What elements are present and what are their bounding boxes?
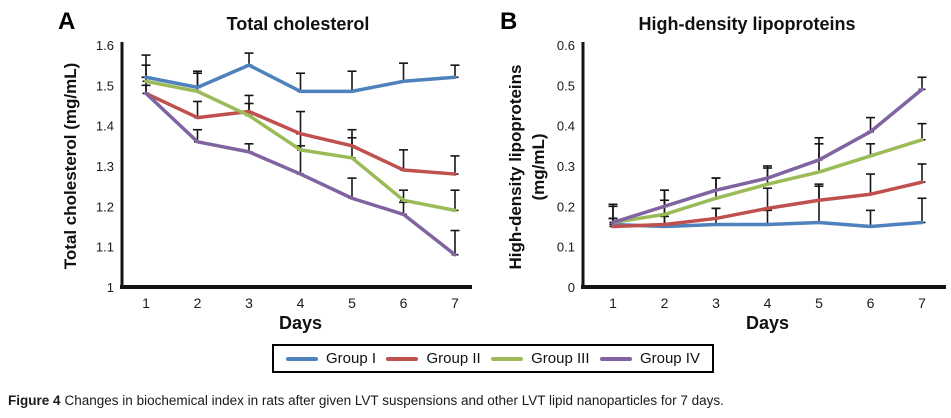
x-tick-label: 5 — [815, 295, 823, 311]
legend-item-label: Group III — [531, 350, 590, 367]
chart-total-cholesterol: Total cholesterol Total cholesterol (mg/m… — [61, 14, 472, 333]
chart-high-density-lipoproteins: High-density lipoproteins High-density li… — [506, 14, 946, 333]
x-tick-label: 3 — [712, 295, 720, 311]
caption-text: Changes in biochemical index in rats aft… — [64, 393, 724, 408]
x-tick-label: 6 — [400, 295, 408, 311]
y-tick-label: 0.5 — [557, 78, 575, 93]
y-axis-label: (mg/mL) — [529, 133, 548, 200]
legend-item-group-i: Group I — [286, 350, 376, 367]
chart-title: Total cholesterol — [227, 14, 370, 34]
legend-item-group-iii: Group III — [491, 350, 590, 367]
y-axis-label: Total cholesterol (mg/mL) — [61, 63, 80, 270]
y-axis-label: High-density lipoproteins — [506, 65, 525, 270]
figure-caption: Figure 4 Changes in biochemical index in … — [8, 393, 724, 408]
x-tick-label: 3 — [245, 295, 253, 311]
series-line-group-iv — [611, 87, 924, 225]
x-tick-label: 1 — [609, 295, 617, 311]
x-tick-label: 7 — [918, 295, 926, 311]
series-line-group-ii — [144, 91, 457, 176]
caption-figure-number: Figure 4 — [8, 393, 61, 408]
y-tick-label: 0.1 — [557, 240, 575, 255]
x-axis-label: Days — [279, 313, 322, 333]
panel-a-label: A — [58, 8, 76, 35]
x-tick-label: 1 — [142, 295, 150, 311]
legend-item-label: Group IV — [639, 350, 700, 367]
x-tick-label: 7 — [451, 295, 459, 311]
y-tick-label: 1.6 — [96, 38, 114, 53]
series-line-group-i — [144, 63, 457, 94]
x-tick-label: 2 — [194, 295, 202, 311]
legend-line-swatch-group-iv — [599, 356, 632, 361]
series-line-group-i — [611, 220, 924, 229]
y-tick-label: 1.3 — [96, 159, 114, 174]
y-tick-label: 0.2 — [557, 199, 575, 214]
legend-line-swatch-group-ii — [386, 356, 419, 361]
panel-b-label: B — [500, 8, 518, 35]
series-line-group-iii — [611, 138, 924, 225]
y-tick-label: 0.3 — [557, 159, 575, 174]
y-tick-label: 0.4 — [557, 119, 575, 134]
chart-title: High-density lipoproteins — [638, 14, 855, 34]
legend-line-swatch-group-i — [286, 356, 318, 361]
y-tick-label: 1.4 — [96, 119, 114, 134]
y-tick-label: 0 — [568, 280, 575, 295]
y-tick-label: 1.5 — [96, 78, 114, 93]
legend-line-swatch-group-iii — [491, 356, 524, 361]
x-tick-label: 4 — [764, 295, 772, 311]
legend: Group I Group II Group III Group IV — [272, 344, 714, 373]
y-tick-label: 1.2 — [96, 199, 114, 214]
x-tick-label: 4 — [297, 295, 305, 311]
x-tick-label: 2 — [661, 295, 669, 311]
legend-item-group-iv: Group IV — [599, 350, 700, 367]
series-line-group-iii — [144, 79, 457, 213]
x-axis-label: Days — [746, 313, 789, 333]
x-tick-label: 6 — [867, 295, 875, 311]
legend-item-group-ii: Group II — [386, 350, 481, 367]
series-line-group-ii — [611, 180, 924, 229]
y-tick-label: 0.6 — [557, 38, 575, 53]
legend-item-label: Group I — [326, 350, 377, 367]
series-line-group-iv — [144, 91, 457, 257]
legend-item-label: Group II — [426, 350, 481, 367]
y-tick-label: 1.1 — [96, 240, 114, 255]
y-tick-label: 1 — [107, 280, 114, 295]
x-tick-label: 5 — [348, 295, 356, 311]
